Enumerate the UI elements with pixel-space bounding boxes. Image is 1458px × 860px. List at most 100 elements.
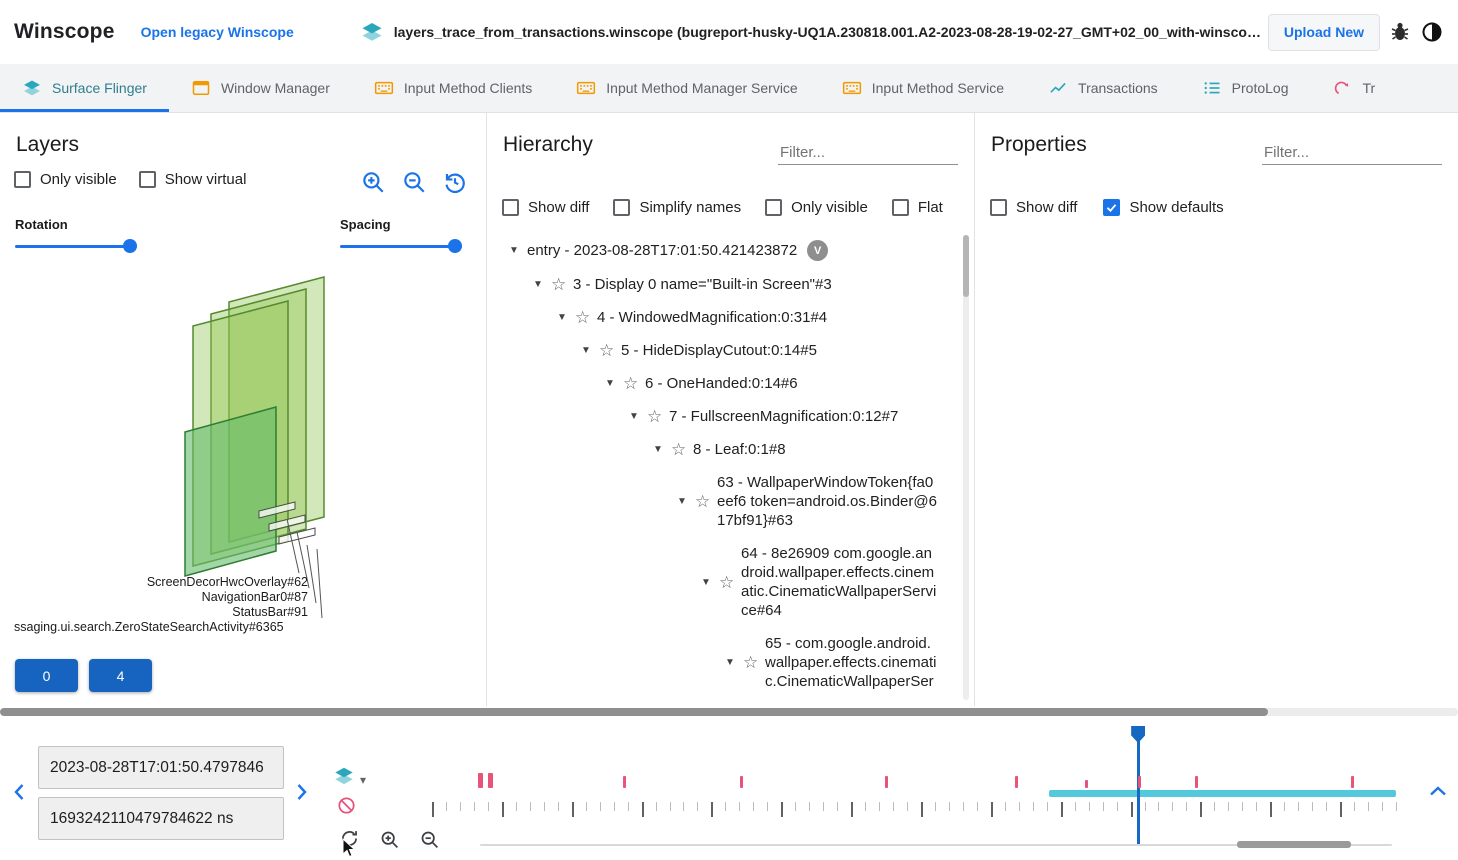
refresh-icon[interactable] — [339, 828, 360, 849]
dark-mode-toggle-icon[interactable] — [1420, 20, 1444, 44]
expand-arrow-icon[interactable]: ▼ — [677, 496, 687, 507]
tree-node[interactable]: ▼ ☆ 8 - Leaf:0:1#8 — [653, 440, 786, 459]
timeline-selection[interactable] — [1048, 790, 1396, 797]
tree-node[interactable]: ▼ ☆ 3 - Display 0 name="Built-in Screen"… — [533, 275, 832, 294]
tree-node-entry[interactable]: ▼ entry - 2023-08-28T17:01:50.421423872 … — [487, 233, 958, 268]
tab-surface-flinger[interactable]: Surface Flinger — [0, 64, 169, 112]
expand-arrow-icon[interactable]: ▼ — [701, 576, 711, 588]
tree-node[interactable]: ▼ ☆ 4 - WindowedMagnification:0:31#4 — [557, 308, 828, 327]
expand-arrow-icon[interactable]: ▼ — [557, 312, 567, 323]
zoom-in-icon[interactable] — [360, 169, 386, 195]
expand-arrow-icon[interactable]: ▼ — [605, 378, 615, 389]
scrollbar-thumb[interactable] — [963, 235, 969, 297]
spacing-slider-track[interactable] — [340, 239, 462, 253]
scrollbar-thumb[interactable] — [1236, 841, 1351, 848]
star-icon[interactable]: ☆ — [743, 653, 759, 672]
only-visible-checkbox[interactable]: Only visible — [14, 171, 117, 188]
star-icon[interactable]: ☆ — [719, 572, 735, 592]
spacing-slider-thumb[interactable] — [448, 239, 462, 253]
tree-node[interactable]: ▼ ☆ 5 - HideDisplayCutout:0:14#5 — [581, 341, 817, 360]
star-icon[interactable]: ☆ — [551, 275, 567, 294]
timeline-track[interactable] — [432, 726, 1397, 844]
trace-select-caret-icon[interactable]: ▾ — [360, 773, 367, 787]
simplify-names-checkbox[interactable]: Simplify names — [613, 199, 741, 216]
tree-node[interactable]: ▼ ☆ 64 - 8e26909 com.google.android.wall… — [701, 545, 937, 619]
properties-panel-title: Properties — [991, 133, 1087, 156]
expand-arrow-icon[interactable]: ▼ — [509, 245, 519, 256]
tab-transactions[interactable]: Transactions — [1026, 64, 1180, 112]
display-4-button[interactable]: 4 — [89, 659, 152, 692]
flat-checkbox[interactable]: Flat — [891, 199, 943, 216]
layers-panel-title: Layers — [16, 133, 80, 156]
hierarchy-scrollbar[interactable] — [963, 235, 969, 700]
expand-arrow-icon[interactable]: ▼ — [581, 345, 591, 356]
transaction-mark[interactable] — [478, 773, 484, 788]
tab-protolog[interactable]: ProtoLog — [1180, 64, 1311, 112]
tab-transitions[interactable]: Tr — [1310, 64, 1397, 112]
transaction-mark[interactable] — [1084, 780, 1088, 788]
display-0-button[interactable]: 0 — [15, 659, 78, 692]
scrollbar-thumb[interactable] — [0, 708, 1269, 716]
rotation-slider-track[interactable] — [15, 239, 137, 253]
zoom-out-icon[interactable] — [401, 169, 427, 195]
ruler-tick — [823, 802, 825, 811]
restore-view-icon[interactable] — [442, 169, 468, 195]
expand-arrow-icon[interactable]: ▼ — [629, 411, 639, 422]
expand-arrow-icon[interactable]: ▼ — [725, 657, 735, 668]
bug-report-icon[interactable] — [1388, 20, 1412, 44]
ruler-tick — [990, 802, 993, 817]
star-icon[interactable]: ☆ — [599, 341, 615, 360]
transaction-mark[interactable] — [885, 776, 889, 788]
layers-3d-view[interactable] — [4, 253, 474, 653]
previous-entry-button[interactable] — [8, 780, 32, 804]
upload-new-button[interactable]: Upload New — [1267, 13, 1380, 51]
show-diff-checkbox[interactable]: Show diff — [990, 199, 1077, 216]
tab-input-method-service[interactable]: Input Method Service — [820, 64, 1026, 112]
transaction-mark[interactable] — [1137, 776, 1141, 788]
tree-node[interactable]: ▼ ☆ 65 - com.google.android.wallpaper.ef… — [725, 635, 937, 690]
hierarchy-filter-input[interactable] — [778, 141, 958, 165]
tree-node[interactable]: ▼ ☆ 6 - OneHanded:0:14#6 — [605, 374, 798, 393]
star-icon[interactable]: ☆ — [647, 407, 663, 426]
show-diff-checkbox[interactable]: Show diff — [502, 199, 589, 216]
rotation-slider-thumb[interactable] — [123, 239, 137, 253]
show-virtual-checkbox[interactable]: Show virtual — [138, 171, 246, 188]
expand-arrow-icon[interactable]: ▼ — [653, 444, 663, 455]
hierarchy-panel: Hierarchy Show diff Simplify names Only … — [487, 113, 975, 706]
expand-arrow-icon[interactable]: ▼ — [533, 279, 543, 290]
transaction-mark[interactable] — [1350, 776, 1354, 788]
tree-node[interactable]: ▼ ☆ 63 - WallpaperWindowToken{fa0eef6 to… — [677, 474, 937, 529]
transaction-mark[interactable] — [739, 776, 743, 788]
ruler-tick — [571, 802, 574, 817]
star-icon[interactable]: ☆ — [671, 440, 687, 459]
scrollbar-track[interactable] — [0, 708, 1458, 716]
tab-input-method-clients[interactable]: Input Method Clients — [352, 64, 554, 112]
tree-node[interactable]: ▼ ☆ 7 - FullscreenMagnification:0:12#7 — [629, 407, 899, 426]
timestamp-ns-input[interactable] — [38, 797, 284, 840]
star-icon[interactable]: ☆ — [575, 308, 591, 327]
timeline-cursor-handle[interactable] — [1131, 726, 1146, 743]
ruler-tick — [459, 802, 461, 811]
timeline-zoom-in-icon[interactable] — [379, 829, 400, 850]
star-icon[interactable]: ☆ — [623, 374, 639, 393]
expand-timeline-button[interactable] — [1426, 780, 1450, 804]
next-entry-button[interactable] — [289, 780, 313, 804]
transaction-mark[interactable] — [487, 773, 493, 788]
only-visible-checkbox[interactable]: Only visible — [765, 199, 868, 216]
tab-window-manager[interactable]: Window Manager — [169, 64, 352, 112]
transaction-mark[interactable] — [1195, 776, 1199, 788]
layers-icon[interactable] — [333, 765, 355, 787]
transaction-mark[interactable] — [622, 776, 626, 788]
transaction-mark[interactable] — [1015, 776, 1019, 788]
timeline-zoom-out-icon[interactable] — [419, 829, 440, 850]
show-defaults-checkbox[interactable]: Show defaults — [1103, 199, 1224, 216]
properties-filter-input[interactable] — [1262, 141, 1442, 165]
transactions-trace-icon[interactable] — [336, 795, 357, 816]
tab-input-method-manager-service[interactable]: Input Method Manager Service — [554, 64, 819, 112]
star-icon[interactable]: ☆ — [695, 492, 711, 511]
ruler-tick — [962, 802, 964, 811]
ruler-tick — [585, 802, 587, 811]
timestamp-human-input[interactable] — [38, 746, 284, 789]
scrollbar-track[interactable] — [480, 844, 1392, 846]
open-legacy-link[interactable]: Open legacy Winscope — [140, 24, 294, 40]
